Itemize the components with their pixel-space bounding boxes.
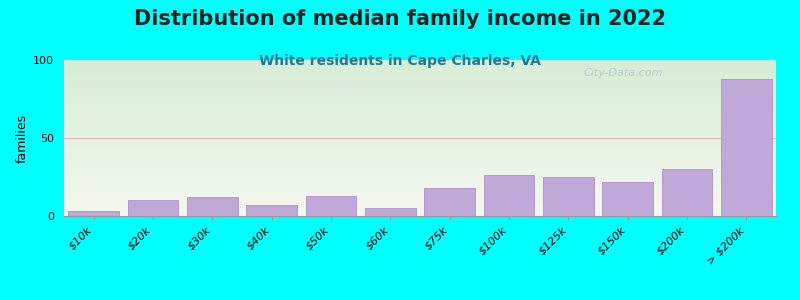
Bar: [721, 79, 771, 216]
Y-axis label: families: families: [16, 113, 29, 163]
Text: Distribution of median family income in 2022: Distribution of median family income in …: [134, 9, 666, 29]
Bar: [662, 169, 712, 216]
Bar: [365, 208, 415, 216]
Bar: [246, 205, 297, 216]
Bar: [543, 177, 594, 216]
Bar: [425, 188, 475, 216]
Bar: [484, 176, 534, 216]
Bar: [306, 196, 356, 216]
Bar: [69, 211, 119, 216]
Text: City-Data.com: City-Data.com: [584, 68, 663, 78]
Text: White residents in Cape Charles, VA: White residents in Cape Charles, VA: [259, 54, 541, 68]
Bar: [128, 200, 178, 216]
Bar: [187, 197, 238, 216]
Bar: [602, 182, 653, 216]
